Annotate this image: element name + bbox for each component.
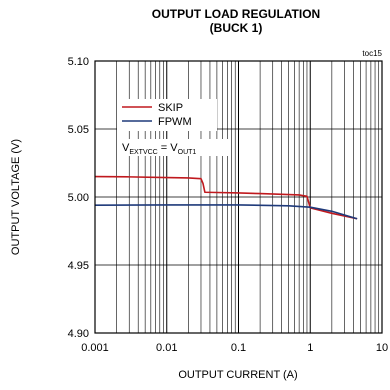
legend-label-skip: SKIP bbox=[158, 102, 183, 114]
annotation-background bbox=[118, 139, 228, 156]
series-line-fpwm bbox=[94, 204, 358, 220]
annotation-text: V bbox=[122, 142, 130, 154]
annotation-text: = V bbox=[158, 142, 179, 154]
legend: SKIP FPWM bbox=[117, 99, 217, 131]
x-tick-label: 1 bbox=[307, 342, 313, 354]
chart-subtitle: (BUCK 1) bbox=[210, 21, 263, 35]
x-tick-label: 0.1 bbox=[231, 342, 246, 354]
series-layer bbox=[94, 175, 358, 220]
legend-background bbox=[117, 99, 217, 131]
corner-label: toc15 bbox=[362, 49, 382, 58]
x-axis-label: OUTPUT CURRENT (A) bbox=[178, 369, 297, 381]
y-tick-label: 4.95 bbox=[68, 260, 89, 272]
y-tick-label: 5.00 bbox=[68, 192, 89, 204]
annotation-subscript: OUT1 bbox=[178, 149, 197, 156]
y-axis-label: OUTPUT VOLTAGE (V) bbox=[10, 139, 22, 255]
condition-annotation: VEXTVCC = VOUT1 bbox=[122, 142, 196, 156]
tick-labels: 0.001 0.01 0.1 1 10 4.90 4.95 5.00 5.05 5.10 bbox=[68, 56, 389, 354]
chart-title: OUTPUT LOAD REGULATION bbox=[152, 7, 320, 21]
x-tick-label: 0.01 bbox=[156, 342, 177, 354]
annotation-subscript: EXTVCC bbox=[129, 149, 157, 156]
y-tick-label: 4.90 bbox=[68, 328, 89, 340]
x-tick-label: 10 bbox=[376, 342, 388, 354]
x-tick-label: 0.001 bbox=[81, 342, 109, 354]
y-tick-label: 5.05 bbox=[68, 124, 89, 136]
series-line-skip bbox=[94, 175, 358, 220]
plot-frame bbox=[94, 60, 383, 334]
legend-label-fpwm: FPWM bbox=[158, 116, 192, 128]
y-tick-label: 5.10 bbox=[68, 56, 89, 68]
